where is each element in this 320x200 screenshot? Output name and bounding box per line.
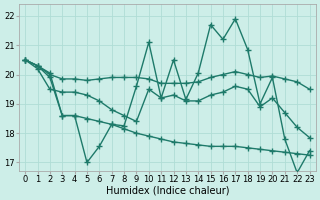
X-axis label: Humidex (Indice chaleur): Humidex (Indice chaleur) xyxy=(106,186,229,196)
